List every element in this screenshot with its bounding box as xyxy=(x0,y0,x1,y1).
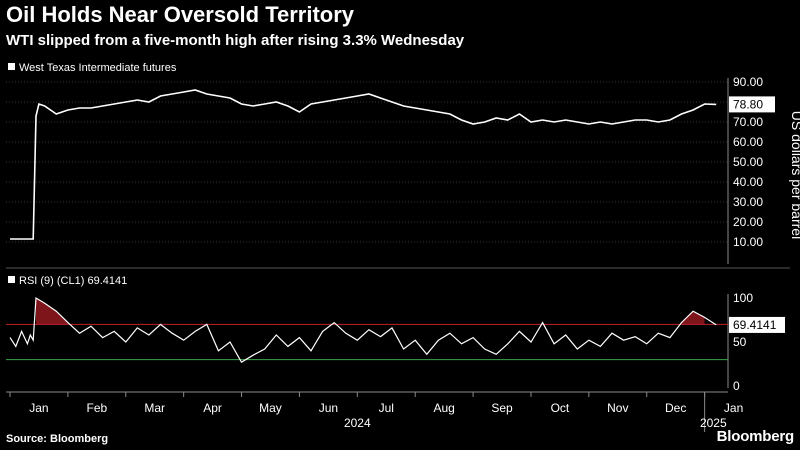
rsi-last-value: 69.4141 xyxy=(733,318,777,332)
price-tick-label: 60.00 xyxy=(733,135,763,149)
x-tick-label: Aug xyxy=(433,401,454,415)
rsi-last-value-box xyxy=(729,316,785,333)
price-last-value-box xyxy=(729,96,775,113)
rsi-overbought-shade xyxy=(36,298,68,325)
x-tick-label: Jan xyxy=(724,401,743,415)
price-last-value: 78.80 xyxy=(733,97,763,111)
source-note: Source: Bloomberg xyxy=(6,433,109,445)
x-year-label: 2024 xyxy=(344,416,371,430)
x-tick-label: Jan xyxy=(29,401,48,415)
price-tick-label: 10.00 xyxy=(733,235,763,249)
rsi-line xyxy=(9,296,717,364)
price-tick-label: 70.00 xyxy=(733,115,763,129)
x-tick-label: Feb xyxy=(86,401,107,415)
chart-subtitle: WTI slipped from a five-month high after… xyxy=(6,32,465,49)
x-tick-label: Apr xyxy=(203,401,222,415)
x-tick-label: May xyxy=(259,401,282,415)
rsi-tick-label: 0 xyxy=(733,379,740,393)
bloomberg-logo: Bloomberg xyxy=(716,428,795,445)
rsi-overbought-shade xyxy=(681,311,705,325)
x-year-label: 2025 xyxy=(700,416,727,430)
price-legend-swatch xyxy=(8,63,15,70)
rsi-tick-label: 100 xyxy=(733,291,753,305)
x-tick-label: Jun xyxy=(319,401,338,415)
x-tick-label: Oct xyxy=(551,401,570,415)
price-tick-label: 30.00 xyxy=(733,195,763,209)
price-tick-label: 20.00 xyxy=(733,215,763,229)
x-tick-label: Sep xyxy=(491,401,513,415)
x-tick-label: Nov xyxy=(607,401,628,415)
price-tick-label: 50.00 xyxy=(733,155,763,169)
price-y-axis-title: US dollars per barrel xyxy=(789,111,800,239)
rsi-tick-label: 50 xyxy=(733,335,747,349)
x-tick-label: Dec xyxy=(665,401,686,415)
price-tick-label: 40.00 xyxy=(733,175,763,189)
wti-price-line xyxy=(10,89,717,240)
x-tick-label: Jul xyxy=(379,401,394,415)
price-tick-label: 90.00 xyxy=(733,75,763,89)
chart-title: Oil Holds Near Oversold Territory xyxy=(6,2,355,27)
rsi-legend-label: RSI (9) (CL1) 69.4141 xyxy=(19,275,127,287)
x-tick-label: Mar xyxy=(144,401,165,415)
rsi-legend-swatch xyxy=(8,276,15,283)
price-legend-label: West Texas Intermediate futures xyxy=(19,62,177,74)
